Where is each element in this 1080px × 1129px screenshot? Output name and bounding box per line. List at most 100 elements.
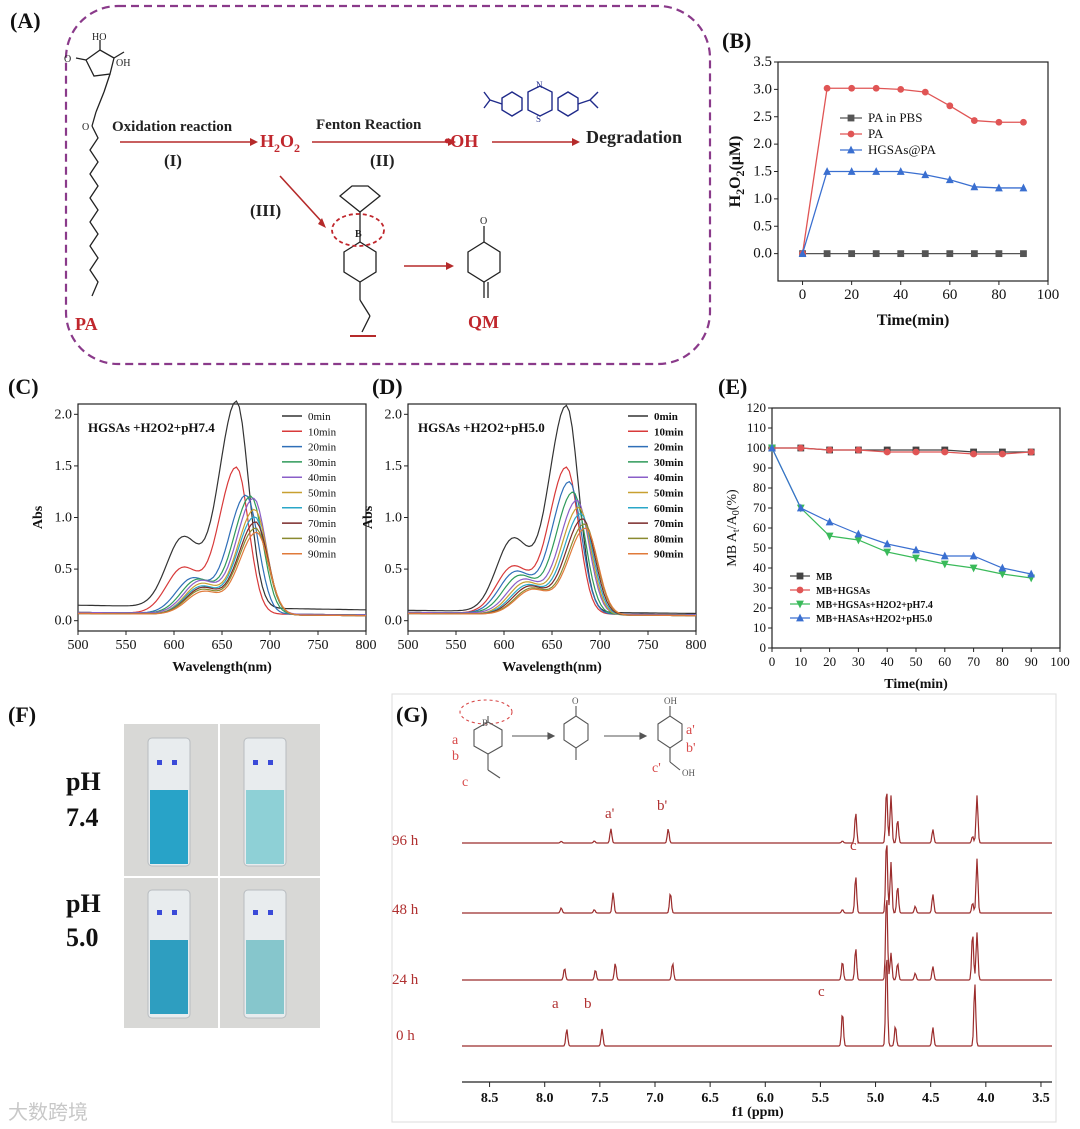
spectrum-curve-80min	[408, 523, 696, 617]
legend-entry: 80min	[654, 533, 683, 545]
legend-entry: 90min	[654, 549, 683, 561]
data-point	[1020, 118, 1027, 126]
watermark: 大数跨境	[8, 1100, 88, 1124]
scheme-label-b2: b'	[686, 741, 696, 756]
spectrum-curve-90min	[78, 531, 366, 617]
legend-entry: MB+HGSAs	[816, 586, 870, 597]
legend-entry: 70min	[654, 518, 683, 530]
nmr-x-tick-label: 7.0	[646, 1091, 664, 1106]
data-point	[995, 250, 1003, 258]
data-point	[826, 446, 833, 454]
boronate-molecule	[338, 185, 382, 337]
degradation-label: Degradation	[586, 127, 682, 147]
ph50-label-line2: 5.0	[66, 923, 99, 952]
step-2-label: (II)	[370, 151, 395, 170]
nmr-x-tick-label: 4.0	[977, 1091, 995, 1106]
nmr-spectra-panel: B O OH OH a b c a' b' c' 96 h 48 h 24 h …	[391, 693, 1057, 1123]
legend-entry: 90min	[308, 549, 337, 561]
svg-text:B: B	[482, 718, 488, 728]
x-tick-label: 90	[1025, 654, 1038, 669]
nmr-x-axis: 8.5 8.0 7.5 7.0 6.5 6.0 5.5 5.0 4.5 4.0 3.5	[462, 1081, 1052, 1106]
x-tick-label: 0	[799, 287, 807, 303]
x-axis-label: Wavelength(nm)	[502, 660, 602, 675]
legend-entry: 10min	[308, 426, 337, 438]
legend-entry: 10min	[654, 426, 683, 438]
x-tick-label: 60	[938, 654, 951, 669]
svg-text:N: N	[536, 80, 543, 90]
x-tick-label: 650	[212, 638, 233, 653]
x-tick-label: 700	[590, 638, 611, 653]
x-tick-label: 10	[794, 654, 807, 669]
y-tick-label: 30	[753, 580, 766, 595]
y-axis-label: Abs	[361, 505, 376, 529]
data-point	[940, 551, 949, 560]
legend-entry: 40min	[654, 472, 683, 484]
legend-entry: 0min	[654, 411, 678, 423]
y-tick-label: 60	[753, 520, 766, 535]
spectrum-curve-70min	[408, 518, 696, 617]
data-point	[995, 118, 1003, 126]
y-tick-label: 50	[753, 540, 766, 555]
y-axis-label: Abs	[31, 505, 46, 529]
nmr-trace-label-24h: 24 h	[392, 972, 419, 988]
legend-entry: 70min	[308, 518, 337, 530]
svg-text:HO: HO	[92, 32, 106, 43]
spectrum-curve-40min	[77, 497, 366, 616]
nmr-trace-label-48h: 48 h	[392, 902, 419, 918]
y-tick-label: 1.0	[385, 511, 403, 526]
plot-frame	[407, 403, 697, 632]
y-tick-label: 1.0	[55, 511, 73, 526]
data-point	[797, 444, 805, 452]
x-tick-label: 60	[942, 287, 957, 303]
x-tick-label: 80	[996, 654, 1009, 669]
svg-text:OH: OH	[116, 58, 130, 69]
series-line-1	[772, 447, 1032, 455]
nmr-x-tick-label: 6.5	[701, 1091, 719, 1106]
nmr-x-tick-label: 8.0	[536, 1091, 554, 1106]
peak-label-b: b	[584, 996, 592, 1012]
y-tick-label: 0.0	[385, 614, 403, 629]
data-point	[883, 548, 892, 557]
data-point	[970, 117, 978, 124]
arrow-step-3	[279, 175, 323, 223]
data-point	[883, 448, 891, 456]
pa-molecule	[75, 40, 125, 297]
panel-label-d: (D)	[372, 374, 403, 399]
x-tick-label: 550	[116, 638, 137, 653]
chart-annotation: HGSAs +H2O2+pH5.0	[418, 420, 545, 435]
data-point	[999, 450, 1006, 458]
cuvette-ph74-before	[147, 737, 191, 867]
nmr-x-tick-label: 4.5	[922, 1091, 940, 1106]
y-tick-label: 110	[747, 420, 766, 435]
x-tick-label: 80	[991, 287, 1006, 303]
data-point	[848, 84, 856, 92]
nmr-x-tick-label: 3.5	[1032, 1091, 1050, 1106]
data-point	[921, 170, 930, 179]
scheme-label-a2: a'	[686, 723, 695, 738]
svg-text:O: O	[64, 54, 71, 65]
peak-label-c: c	[818, 984, 825, 1000]
data-point	[823, 250, 831, 258]
y-tick-label: 1.5	[55, 459, 73, 474]
data-point	[896, 167, 905, 175]
h2o2-label: H2O2	[260, 131, 300, 155]
legend-marker	[796, 586, 804, 594]
data-point	[872, 84, 880, 92]
data-point	[847, 167, 856, 175]
x-tick-label: 100	[1037, 287, 1060, 303]
methylene-blue-molecule	[483, 85, 599, 117]
series-line-2	[771, 447, 1032, 579]
nmr-scheme	[459, 699, 683, 779]
y-tick-label: 0.5	[753, 218, 772, 234]
nmr-x-tick-label: 7.5	[591, 1091, 609, 1106]
spectrum-curve-40min	[407, 499, 696, 616]
nmr-trace-24h	[462, 900, 1052, 981]
series-line-3	[771, 447, 1032, 575]
svg-text:S: S	[536, 114, 541, 124]
data-point	[945, 175, 954, 184]
legend-entry: 20min	[654, 442, 683, 454]
x-tick-label: 700	[260, 638, 281, 653]
qm-label: QM	[468, 312, 499, 332]
step-3-label: (III)	[250, 201, 281, 220]
data-point	[970, 182, 979, 191]
